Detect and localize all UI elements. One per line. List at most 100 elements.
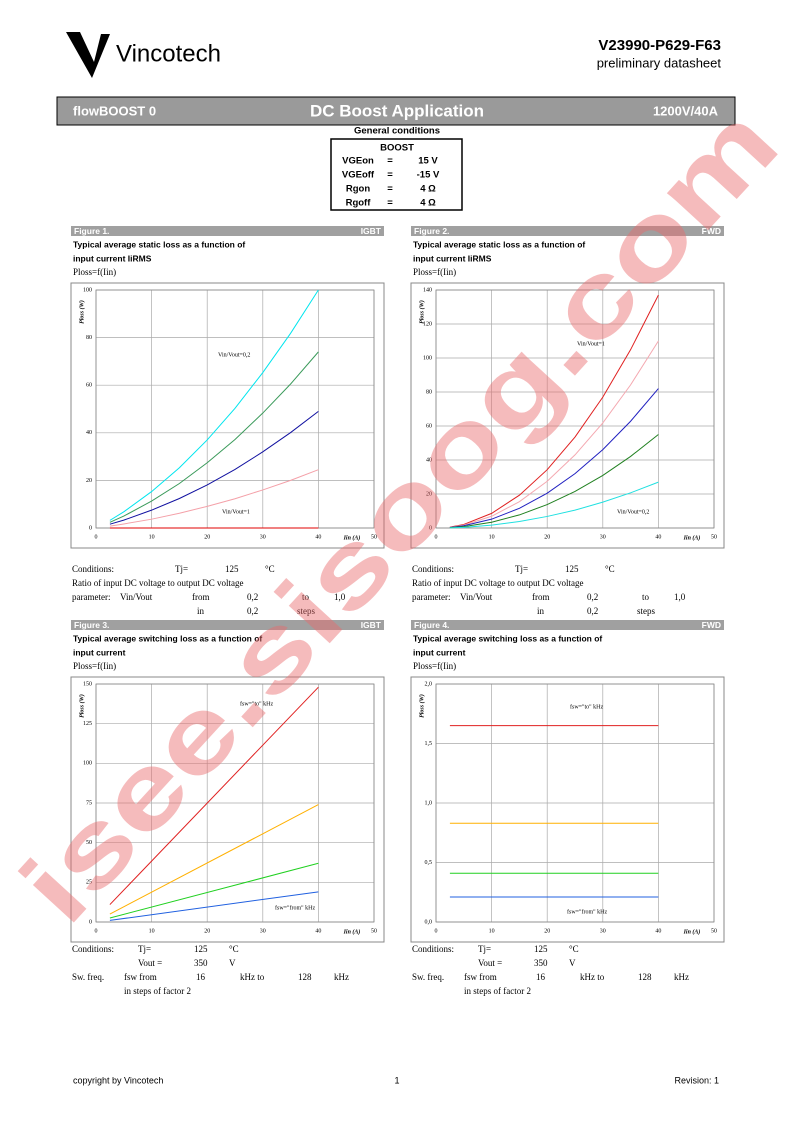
condition-text: in steps of factor 2: [124, 986, 191, 996]
y-tick-label: 125: [83, 721, 92, 727]
y-tick-label: 140: [423, 287, 432, 293]
condition-text: kHz: [334, 972, 349, 982]
figure-label: Figure 3.: [74, 620, 109, 630]
condition-text: 128: [638, 972, 652, 982]
condition-text: in: [537, 606, 545, 616]
x-tick-label: 0: [95, 534, 98, 540]
x-tick-label: 0: [435, 928, 438, 934]
series-line: [109, 891, 319, 921]
plot-frame: [435, 289, 715, 529]
condition-text: 0,2: [247, 592, 258, 602]
table-cell: VGEoff: [342, 170, 375, 181]
figure-title: input current IiRMS: [73, 253, 152, 263]
banner-center: DC Boost Application: [310, 101, 484, 120]
formula: Ploss=f(Iin): [73, 661, 116, 671]
x-tick-label: 50: [711, 928, 717, 934]
x-tick-label: 50: [711, 534, 717, 540]
table-cell: 15 V: [418, 156, 438, 167]
formula: Ploss=f(Iin): [73, 267, 116, 277]
y-axis-label: Ploss (W): [418, 300, 425, 324]
table-cell: =: [387, 198, 393, 209]
condition-text: Conditions:: [412, 564, 454, 574]
x-tick-label: 20: [204, 534, 210, 540]
footer-right: Revision: 1: [674, 1075, 719, 1085]
banner-right: 1200V/40A: [653, 103, 719, 118]
y-tick-label: 40: [86, 430, 92, 436]
figure-tag: IGBT: [361, 226, 382, 236]
condition-text: °C: [265, 564, 275, 574]
y-tick-label: 20: [426, 491, 432, 497]
condition-text: 350: [194, 958, 208, 968]
condition-text: °C: [229, 944, 239, 954]
logo-text: Vincotech: [116, 40, 221, 67]
condition-text: Ratio of input DC voltage to output DC v…: [412, 578, 583, 588]
figure-title: input current IiRMS: [413, 253, 492, 263]
condition-text: 125: [565, 564, 579, 574]
table-cell: 4 Ω: [420, 198, 436, 209]
condition-text: Tj=: [478, 944, 491, 954]
condition-text: parameter:: [412, 592, 450, 602]
condition-text: Vout =: [478, 958, 502, 968]
y-tick-label: 40: [426, 457, 432, 463]
figure-tag: FWD: [702, 620, 721, 630]
y-tick-label: 25: [86, 880, 92, 886]
condition-text: steps: [297, 606, 315, 616]
condition-text: 125: [194, 944, 208, 954]
x-axis-label: Iin (A): [343, 928, 361, 935]
condition-text: Sw. freq.: [72, 972, 104, 982]
annotation: fsw="from" kHz: [567, 908, 607, 915]
x-tick-label: 0: [435, 534, 438, 540]
y-tick-label: 1,5: [425, 741, 433, 747]
condition-text: 16: [196, 972, 206, 982]
series-line: [449, 388, 659, 528]
y-tick-label: 150: [83, 681, 92, 687]
condition-text: Ratio of input DC voltage to output DC v…: [72, 578, 243, 588]
series-line: [449, 481, 659, 529]
series-line: [109, 289, 319, 521]
condition-text: fsw from: [124, 972, 157, 982]
conditions-table: [330, 138, 463, 211]
x-tick-label: 40: [655, 534, 661, 540]
y-tick-label: 0: [89, 525, 92, 531]
x-tick-label: 30: [600, 928, 606, 934]
y-tick-label: 100: [83, 287, 92, 293]
series-line: [109, 686, 319, 905]
y-tick-label: 120: [423, 321, 432, 327]
y-tick-label: 20: [86, 478, 92, 484]
table-cell: Rgoff: [346, 198, 372, 209]
figure-title: input current: [413, 647, 466, 657]
y-tick-label: 1,0: [425, 800, 433, 806]
annotation: fsw="from" kHz: [275, 904, 315, 911]
x-axis-label: Iin (A): [343, 534, 361, 541]
condition-text: Sw. freq.: [412, 972, 444, 982]
condition-text: from: [532, 592, 550, 602]
figure-bar: [71, 620, 384, 630]
table-cell: 4 Ω: [420, 184, 436, 195]
y-tick-label: 80: [426, 389, 432, 395]
figure-title: Typical average static loss as a functio…: [73, 239, 245, 249]
condition-text: Tj=: [515, 564, 528, 574]
x-axis-label: Iin (A): [683, 928, 701, 935]
condition-text: Tj=: [175, 564, 188, 574]
figure-tag: IGBT: [361, 620, 382, 630]
annotation: fsw="to" kHz: [240, 700, 273, 707]
figure-label: Figure 2.: [414, 226, 449, 236]
series-line: [109, 351, 319, 523]
chart-box: [70, 676, 385, 943]
table-cell: =: [387, 156, 393, 167]
condition-text: V: [569, 958, 576, 968]
y-tick-label: 0,0: [425, 919, 433, 925]
condition-text: °C: [569, 944, 579, 954]
table-cell: =: [387, 184, 393, 195]
series-line: [109, 469, 319, 527]
x-tick-label: 10: [489, 534, 495, 540]
condition-text: to: [642, 592, 650, 602]
condition-text: 125: [534, 944, 548, 954]
condition-text: fsw from: [464, 972, 497, 982]
annotation: fsw="to" kHz: [570, 703, 603, 710]
condition-text: 128: [298, 972, 312, 982]
condition-text: 0,2: [247, 606, 258, 616]
condition-text: Vout =: [138, 958, 162, 968]
series-line: [449, 294, 659, 528]
